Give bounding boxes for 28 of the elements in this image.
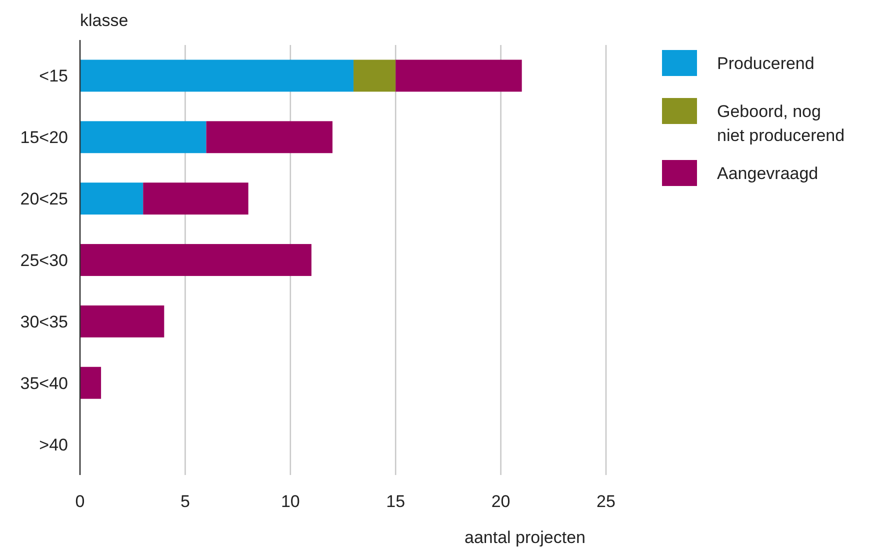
legend-label: Geboord, nog niet producerend xyxy=(717,102,845,145)
bar xyxy=(354,60,396,92)
bar xyxy=(80,182,144,215)
y-axis-title: klasse xyxy=(80,11,128,30)
x-tick-label: 20 xyxy=(491,492,510,511)
y-tick-label: 35<40 xyxy=(20,374,68,393)
x-tick-label: 0 xyxy=(75,492,85,511)
bar xyxy=(80,121,206,154)
x-tick-label: 25 xyxy=(596,492,616,511)
x-tick-label: 10 xyxy=(280,492,300,511)
y-tick-label: 30<35 xyxy=(20,312,68,332)
legend-label: Producerend xyxy=(717,54,814,73)
bar xyxy=(206,121,332,154)
x-axis-title: aantal projecten xyxy=(464,528,586,547)
bar xyxy=(80,60,354,92)
x-tick-label: 15 xyxy=(386,492,406,511)
bar xyxy=(80,366,102,399)
y-tick-label: 15<20 xyxy=(20,128,68,148)
legend-label: Aangevraagd xyxy=(717,164,818,183)
y-tick-label: >40 xyxy=(39,435,68,454)
y-tick-label: 25<30 xyxy=(20,251,68,270)
bar xyxy=(80,305,164,338)
y-tick-label: <15 xyxy=(39,66,68,86)
bar xyxy=(396,60,522,92)
bar xyxy=(80,244,312,276)
x-tick-label: 5 xyxy=(180,492,190,511)
y-tick-label: 20<25 xyxy=(20,190,68,209)
bar xyxy=(143,182,248,215)
